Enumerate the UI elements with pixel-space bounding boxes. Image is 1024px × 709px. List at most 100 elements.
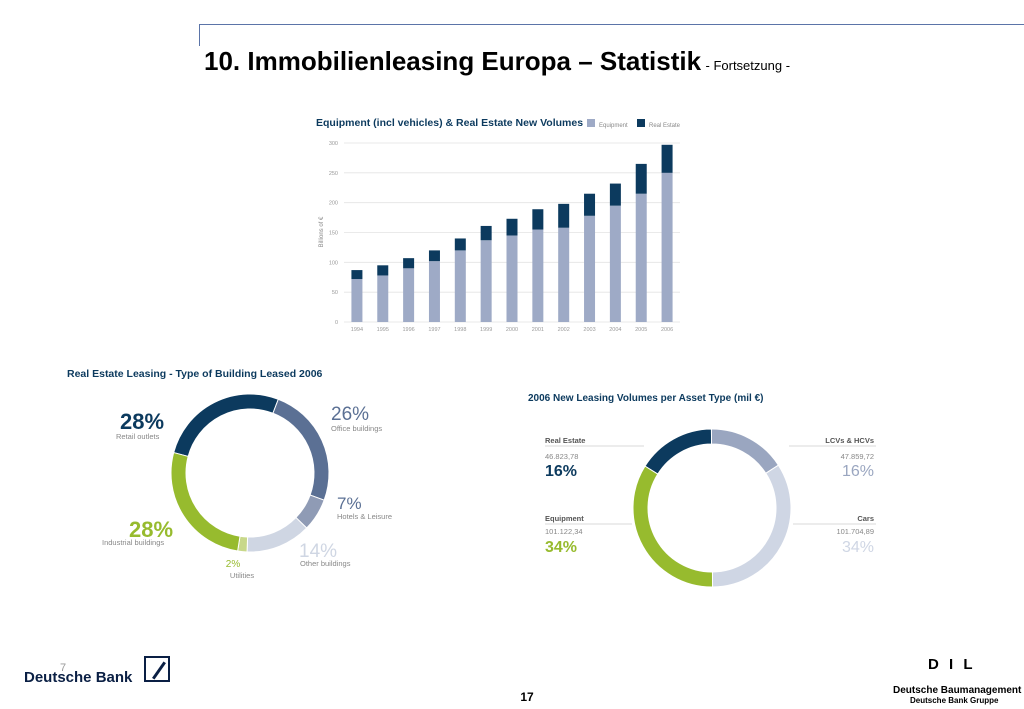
bar-xtick-label: 1998	[454, 327, 466, 333]
page-title-main: 10. Immobilienleasing Europa – Statistik	[204, 46, 702, 76]
donut1-hotels-label: Hotels & Leisure	[337, 512, 392, 521]
bar-chart-title: Equipment (incl vehicles) & Real Estate …	[316, 117, 583, 129]
bar-xtick-label: 2002	[558, 327, 570, 333]
donut1-office-label: Office buildings	[331, 424, 382, 433]
bar-real-estate	[558, 203, 570, 228]
donut2-slice-equipment	[632, 465, 714, 588]
donut2-lcv-amount: 47.859,72	[841, 452, 874, 461]
bar-real-estate	[428, 250, 440, 262]
page-title-sub: - Fortsetzung -	[705, 58, 791, 73]
bar-ytick-label: 100	[329, 260, 338, 266]
bar-equipment	[454, 250, 466, 322]
donut2-slice-lcv	[710, 428, 780, 475]
bar-ytick-label: 150	[329, 231, 338, 237]
donut2-equipment-pct: 34%	[545, 539, 577, 556]
bar-xtick-label: 1994	[351, 327, 363, 333]
donut1-slice-other	[246, 516, 308, 553]
bar-ytick-label: 0	[335, 320, 338, 326]
building-donut-chart: Real Estate Leasing - Type of Building L…	[67, 368, 392, 580]
legend-label-equipment: Equipment	[599, 123, 628, 129]
donut1-other-pct: 14%	[299, 541, 337, 562]
legend-swatch-real-estate	[637, 119, 645, 127]
bar-equipment	[661, 172, 673, 322]
bar-equipment	[428, 261, 440, 322]
bar-real-estate	[480, 225, 492, 241]
donut2-real-estate-pct: 16%	[545, 463, 577, 480]
donut2-cars-pct: 34%	[842, 539, 874, 556]
bar-real-estate	[584, 193, 596, 216]
bar-equipment	[584, 215, 596, 322]
page-title: 10. Immobilienleasing Europa – Statistik…	[204, 46, 790, 77]
corner-mark: 7	[60, 662, 67, 674]
donut2-equipment-amount: 101.122,34	[545, 527, 583, 536]
bar-equipment	[351, 279, 363, 322]
asset-type-donut-chart: 2006 New Leasing Volumes per Asset Type …	[528, 393, 876, 588]
bar-equipment	[377, 275, 389, 322]
bar-real-estate	[609, 183, 621, 206]
bar-ytick-label: 200	[329, 201, 338, 207]
donut1-industrial-pct: 28%	[129, 517, 173, 542]
donut2-cars-label: Cars	[857, 514, 874, 523]
donut2-cars-amount: 101.704,89	[836, 527, 874, 536]
bar-xtick-label: 2005	[635, 327, 647, 333]
bar-xtick-label: 2003	[583, 327, 595, 333]
donut2-equipment-label: Equipment	[545, 514, 584, 523]
bar-equipment	[609, 205, 621, 322]
donut1-slice-office	[272, 398, 330, 501]
donut1-slice-retail	[173, 393, 279, 458]
bar-xtick-label: 1997	[428, 327, 440, 333]
donut1-hotels-pct: 7%	[337, 494, 362, 513]
donut1-slice-industrial	[170, 451, 241, 552]
dil-company-name: Deutsche Baumanagement	[893, 685, 1022, 696]
bar-real-estate	[454, 238, 466, 251]
bar-xtick-label: 2001	[532, 327, 544, 333]
bar-real-estate	[351, 270, 363, 280]
bar-ytick-label: 300	[329, 141, 338, 147]
donut1-title: Real Estate Leasing - Type of Building L…	[67, 368, 323, 380]
donut1-retail-pct: 28%	[120, 409, 164, 434]
donut1-other-label: Other buildings	[300, 559, 351, 568]
bar-real-estate	[532, 209, 544, 230]
header-rule	[199, 24, 1024, 25]
bar-xtick-label: 1999	[480, 327, 492, 333]
bar-equipment	[480, 240, 492, 322]
bar-chart-ylabel: Billions of €	[319, 216, 325, 247]
legend-swatch-equipment	[587, 119, 595, 127]
dil-group-name: Deutsche Bank Gruppe	[910, 696, 999, 705]
bar-real-estate	[506, 218, 518, 236]
bar-xtick-label: 2000	[506, 327, 518, 333]
bar-xtick-label: 2004	[609, 327, 621, 333]
bar-real-estate	[635, 163, 647, 194]
bar-equipment	[558, 227, 570, 322]
bar-real-estate	[377, 265, 389, 276]
bar-xtick-label: 1996	[402, 327, 414, 333]
donut1-utilities-label: Utilities	[230, 571, 254, 580]
donut2-lcv-pct: 16%	[842, 463, 874, 480]
donut2-lcv-label: LCVs & HCVs	[825, 436, 874, 445]
donut2-real-estate-amount: 46.823,78	[545, 452, 578, 461]
donut1-retail-label: Retail outlets	[116, 432, 160, 441]
donut2-slice-cars	[711, 464, 792, 588]
donut1-industrial-label: Industrial buildings	[102, 538, 164, 547]
donut1-utilities-pct: 2%	[226, 559, 241, 570]
donut2-title: 2006 New Leasing Volumes per Asset Type …	[528, 393, 763, 404]
bar-equipment	[506, 235, 518, 322]
donut1-office-pct: 26%	[331, 404, 369, 425]
bar-chart: Equipment (incl vehicles) & Real Estate …	[316, 117, 681, 333]
header-rule-vertical	[199, 24, 200, 46]
bar-equipment	[403, 268, 415, 322]
page-number: 17	[520, 690, 534, 704]
bar-ytick-label: 50	[332, 290, 338, 296]
bar-real-estate	[403, 258, 415, 269]
dil-logo: D I L	[928, 656, 976, 673]
legend-label-real-estate: Real Estate	[649, 123, 681, 129]
bar-equipment	[635, 193, 647, 322]
bar-xtick-label: 2006	[661, 327, 673, 333]
bar-xtick-label: 1995	[377, 327, 389, 333]
bar-equipment	[532, 229, 544, 322]
deutsche-bank-logo-icon	[144, 656, 170, 682]
deutsche-bank-wordmark: Deutsche Bank	[24, 669, 133, 686]
bar-ytick-label: 250	[329, 171, 338, 177]
bar-real-estate	[661, 144, 673, 173]
